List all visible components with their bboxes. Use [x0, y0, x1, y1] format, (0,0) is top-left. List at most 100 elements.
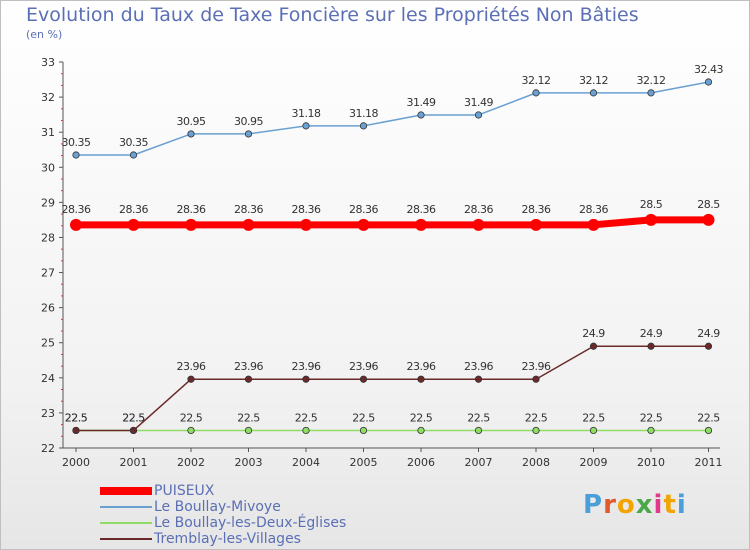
data-label: 24.9	[640, 327, 663, 340]
data-label: 23.96	[234, 360, 263, 373]
x-tick-label: 2001	[120, 456, 148, 469]
data-point	[127, 218, 140, 231]
data-point	[129, 151, 138, 159]
data-point	[417, 375, 425, 383]
data-point	[359, 426, 368, 435]
data-point	[417, 111, 425, 119]
data-point	[645, 213, 657, 226]
data-point	[589, 426, 598, 435]
data-point	[357, 218, 370, 231]
data-label: 28.36	[522, 203, 551, 216]
legend-swatch	[100, 506, 152, 508]
data-point	[185, 218, 197, 231]
chart-subtitle: (en %)	[26, 28, 63, 41]
series-line-3	[76, 345, 709, 432]
y-tick-label: 23	[41, 407, 55, 420]
data-point	[187, 130, 195, 138]
data-label: 28.36	[292, 203, 321, 216]
data-label: 24.9	[697, 327, 720, 340]
data-label: 30.35	[119, 136, 148, 149]
x-tick-label: 2008	[522, 456, 550, 469]
proxiti-logo: Proxiti	[583, 490, 687, 520]
data-point	[302, 122, 310, 130]
x-tick-label: 2002	[177, 456, 205, 469]
data-point	[417, 426, 425, 435]
data-point	[72, 426, 80, 435]
data-label: 22.5	[295, 411, 318, 424]
data-label: 31.18	[292, 107, 321, 120]
data-label: 28.36	[464, 203, 493, 216]
data-point	[242, 218, 255, 231]
data-label: 22.5	[65, 411, 88, 424]
data-label: 28.36	[234, 203, 263, 216]
data-point	[474, 111, 483, 119]
data-label: 28.5	[640, 198, 663, 211]
y-tick-label: 24	[41, 372, 55, 385]
series-line-0	[76, 216, 709, 229]
logo-letter: o	[616, 490, 636, 520]
logo-letter: r	[603, 490, 617, 520]
data-label: 22.5	[697, 411, 720, 424]
data-point	[532, 426, 540, 435]
x-tick-label: 2000	[62, 456, 90, 469]
data-point	[359, 122, 368, 130]
data-point	[474, 375, 483, 383]
legend-label: Tremblay-les-Villages	[154, 531, 301, 547]
x-tick-label: 2007	[465, 456, 493, 469]
data-label: 24.9	[582, 327, 605, 340]
data-label: 32.12	[522, 74, 551, 87]
data-point	[187, 426, 195, 435]
y-tick-label: 33	[41, 56, 55, 69]
x-tick-label: 2006	[407, 456, 435, 469]
data-label: 23.96	[349, 360, 378, 373]
y-tick-label: 31	[41, 126, 55, 139]
x-tick-label: 2005	[350, 456, 378, 469]
data-point	[704, 426, 713, 435]
x-tick-label: 2009	[580, 456, 608, 469]
data-point	[244, 426, 253, 435]
data-label: 32.43	[694, 63, 723, 76]
data-label: 22.5	[180, 411, 203, 424]
y-tick-label: 30	[41, 161, 55, 174]
data-point	[244, 375, 253, 383]
data-label: 30.95	[234, 115, 263, 128]
data-point	[72, 151, 80, 159]
y-tick-label: 29	[41, 196, 55, 209]
data-label: 22.5	[122, 411, 145, 424]
data-point	[244, 130, 253, 138]
y-tick-label: 22	[41, 442, 55, 455]
data-label: 28.36	[177, 203, 206, 216]
y-tick-label: 32	[41, 91, 55, 104]
data-label: 23.96	[464, 360, 493, 373]
data-label: 28.36	[407, 203, 436, 216]
data-point	[532, 89, 540, 97]
logo-letter: x	[635, 490, 654, 520]
x-tick-label: 2011	[695, 456, 723, 469]
data-point	[704, 78, 713, 86]
x-tick-label: 2004	[292, 456, 320, 469]
data-point	[359, 375, 368, 383]
data-label: 23.96	[292, 360, 321, 373]
data-label: 31.18	[349, 107, 378, 120]
data-point	[530, 218, 542, 231]
data-label: 28.5	[697, 198, 720, 211]
data-label: 28.36	[119, 203, 148, 216]
legend-label: Le Boullay-Mivoye	[154, 499, 281, 515]
data-label: 28.36	[579, 203, 608, 216]
data-label: 22.5	[640, 411, 663, 424]
legend-item: Le Boullay-les-Deux-Églises	[100, 515, 420, 531]
logo-letter: i	[676, 490, 687, 520]
data-label: 22.5	[410, 411, 433, 424]
x-tick-label: 2010	[637, 456, 665, 469]
data-label: 22.5	[582, 411, 605, 424]
legend-label: Le Boullay-les-Deux-Églises	[154, 515, 347, 531]
data-label: 22.5	[65, 411, 88, 424]
y-tick-label: 27	[41, 267, 55, 280]
legend-swatch	[100, 538, 152, 540]
data-point	[302, 375, 310, 383]
logo-letter: t	[663, 490, 677, 520]
legend-item: Le Boullay-Mivoye	[100, 499, 420, 515]
y-tick-label: 25	[41, 337, 55, 350]
data-label: 28.36	[349, 203, 378, 216]
